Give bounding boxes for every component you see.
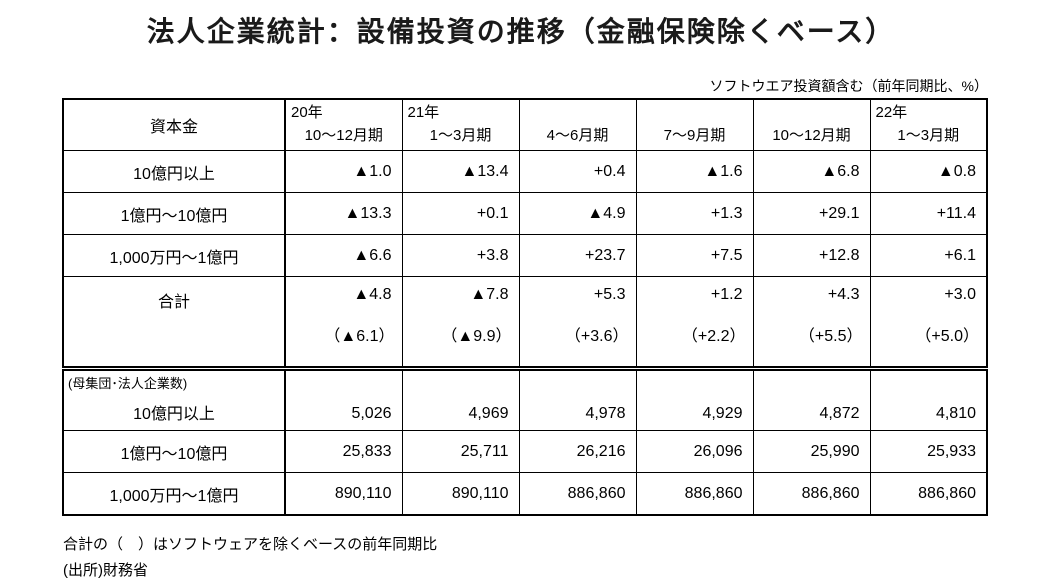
- total-row: 合計 ▲4.8 （▲6.1） ▲7.8 （▲9.9） +5.3 （+3.6） +…: [62, 276, 988, 371]
- table-header-row: 資本金 20年 10～12月期 21年 1～3月期 4～6月期 7～9月期 10…: [62, 98, 988, 151]
- header-year-label: [520, 100, 635, 125]
- value-cell: +0.1: [401, 192, 520, 235]
- population-row: (母集団･法人企業数) 10億円以上 5,026 4,969 4,978 4,9…: [62, 368, 988, 431]
- row-label-cell: 1億円～10億円: [62, 192, 286, 235]
- total-value: +1.2: [710, 286, 743, 303]
- row-label-cell: 1,000万円～1億円: [62, 472, 286, 516]
- value-cell: 5,026: [284, 368, 403, 431]
- population-row: 1億円～10億円 25,833 25,711 26,216 26,096 25,…: [62, 430, 988, 473]
- header-period-label: 10～12月期: [772, 127, 851, 144]
- header-year-label: [754, 100, 869, 125]
- value-cell: 4,978: [518, 368, 637, 431]
- row-label-cell: 1億円～10億円: [62, 430, 286, 473]
- population-note: (母集団･法人企業数): [68, 376, 188, 391]
- value-cell: ▲1.6: [635, 150, 754, 193]
- total-value-cell: ▲4.8 （▲6.1）: [284, 276, 403, 371]
- header-period-cell: 7～9月期: [635, 98, 754, 151]
- value-cell: +3.8: [401, 234, 520, 277]
- value-cell: 886,860: [518, 472, 637, 516]
- header-year-label: 22年: [875, 104, 908, 121]
- value-cell: 4,929: [635, 368, 754, 431]
- row-label: 10億円以上: [133, 406, 215, 423]
- header-year-label: [637, 100, 752, 125]
- value-cell: 25,990: [752, 430, 871, 473]
- population-row: 1,000万円～1億円 890,110 890,110 886,860 886,…: [62, 472, 988, 516]
- total-sub-value: （▲9.9）: [441, 328, 512, 345]
- table-row: 1,000万円～1億円 ▲6.6 +3.8 +23.7 +7.5 +12.8 +…: [62, 234, 988, 277]
- value-cell: +23.7: [518, 234, 637, 277]
- table-row: 1億円～10億円 ▲13.3 +0.1 ▲4.9 +1.3 +29.1 +11.…: [62, 192, 988, 235]
- page-title: 法人企業統計：設備投資の推移（金融保険除くベース）: [146, 16, 896, 47]
- header-period-cell: 22年 1～3月期: [869, 98, 988, 151]
- value-cell: ▲6.8: [752, 150, 871, 193]
- value-cell: ▲6.6: [284, 234, 403, 277]
- footnote-total-paren: 合計の（ ）はソフトウェアを除くベースの前年同期比: [63, 536, 438, 553]
- total-sub-value: （+5.5）: [798, 328, 863, 345]
- total-value-cell: +4.3 （+5.5）: [752, 276, 871, 371]
- total-label-cell: 合計: [62, 276, 286, 371]
- header-capital-cell: 資本金: [62, 98, 286, 151]
- total-value: +3.0: [944, 286, 976, 303]
- value-cell: +12.8: [752, 234, 871, 277]
- header-period-label: 4～6月期: [546, 127, 609, 144]
- value-cell: 4,969: [401, 368, 520, 431]
- value-cell: ▲4.9: [518, 192, 637, 235]
- header-year-label: 20年: [291, 104, 323, 121]
- value-cell: 890,110: [284, 472, 403, 516]
- population-label-cell: (母集団･法人企業数) 10億円以上: [62, 368, 286, 431]
- header-period-cell: 10～12月期: [752, 98, 871, 151]
- unit-note: ソフトウエア投資額含む（前年同期比、%）: [709, 78, 988, 94]
- footnotes: 合計の（ ）はソフトウェアを除くベースの前年同期比 (出所)財務省: [63, 532, 1042, 584]
- total-value: ▲7.8: [470, 286, 509, 303]
- total-value-cell: +3.0 （+5.0）: [869, 276, 988, 371]
- value-cell: +1.3: [635, 192, 754, 235]
- value-cell: 890,110: [401, 472, 520, 516]
- value-cell: +6.1: [869, 234, 988, 277]
- value-cell: 25,711: [401, 430, 520, 473]
- header-period-cell: 4～6月期: [518, 98, 637, 151]
- value-cell: ▲13.3: [284, 192, 403, 235]
- value-cell: 26,216: [518, 430, 637, 473]
- value-cell: 25,933: [869, 430, 988, 473]
- header-period-label: 1～3月期: [897, 127, 960, 144]
- header-period-cell: 20年 10～12月期: [284, 98, 403, 151]
- footnote-source: (出所)財務省: [63, 562, 148, 579]
- header-period-cell: 21年 1～3月期: [401, 98, 520, 151]
- value-cell: 4,872: [752, 368, 871, 431]
- value-cell: 4,810: [869, 368, 988, 431]
- value-cell: 886,860: [635, 472, 754, 516]
- value-cell: +29.1: [752, 192, 871, 235]
- value-cell: 886,860: [869, 472, 988, 516]
- table-row: 10億円以上 ▲1.0 ▲13.4 +0.4 ▲1.6 ▲6.8 ▲0.8: [62, 150, 988, 193]
- total-sub-value: （+2.2）: [681, 328, 746, 345]
- header-year-label: 21年: [407, 104, 440, 121]
- row-label-cell: 10億円以上: [62, 150, 286, 193]
- total-value: +5.3: [593, 286, 626, 303]
- value-cell: +11.4: [869, 192, 988, 235]
- header-period-label: 1～3月期: [429, 127, 492, 144]
- total-value-cell: ▲7.8 （▲9.9）: [401, 276, 520, 371]
- value-cell: ▲13.4: [401, 150, 520, 193]
- capex-table: 資本金 20年 10～12月期 21年 1～3月期 4～6月期 7～9月期 10…: [62, 98, 988, 516]
- header-period-label: 10～12月期: [304, 127, 383, 144]
- value-cell: ▲1.0: [284, 150, 403, 193]
- value-cell: ▲0.8: [869, 150, 988, 193]
- total-value: +4.3: [827, 286, 860, 303]
- total-sub-value: （▲6.1）: [324, 328, 395, 345]
- total-sub-value: （+5.0）: [915, 328, 979, 345]
- value-cell: 886,860: [752, 472, 871, 516]
- value-cell: 25,833: [284, 430, 403, 473]
- value-cell: +0.4: [518, 150, 637, 193]
- value-cell: +7.5: [635, 234, 754, 277]
- total-value-cell: +5.3 （+3.6）: [518, 276, 637, 371]
- total-sub-value: （+3.6）: [564, 328, 629, 345]
- value-cell: 26,096: [635, 430, 754, 473]
- header-period-label: 7～9月期: [663, 127, 726, 144]
- row-label-cell: 1,000万円～1億円: [62, 234, 286, 277]
- total-value: ▲4.8: [353, 286, 392, 303]
- total-value-cell: +1.2 （+2.2）: [635, 276, 754, 371]
